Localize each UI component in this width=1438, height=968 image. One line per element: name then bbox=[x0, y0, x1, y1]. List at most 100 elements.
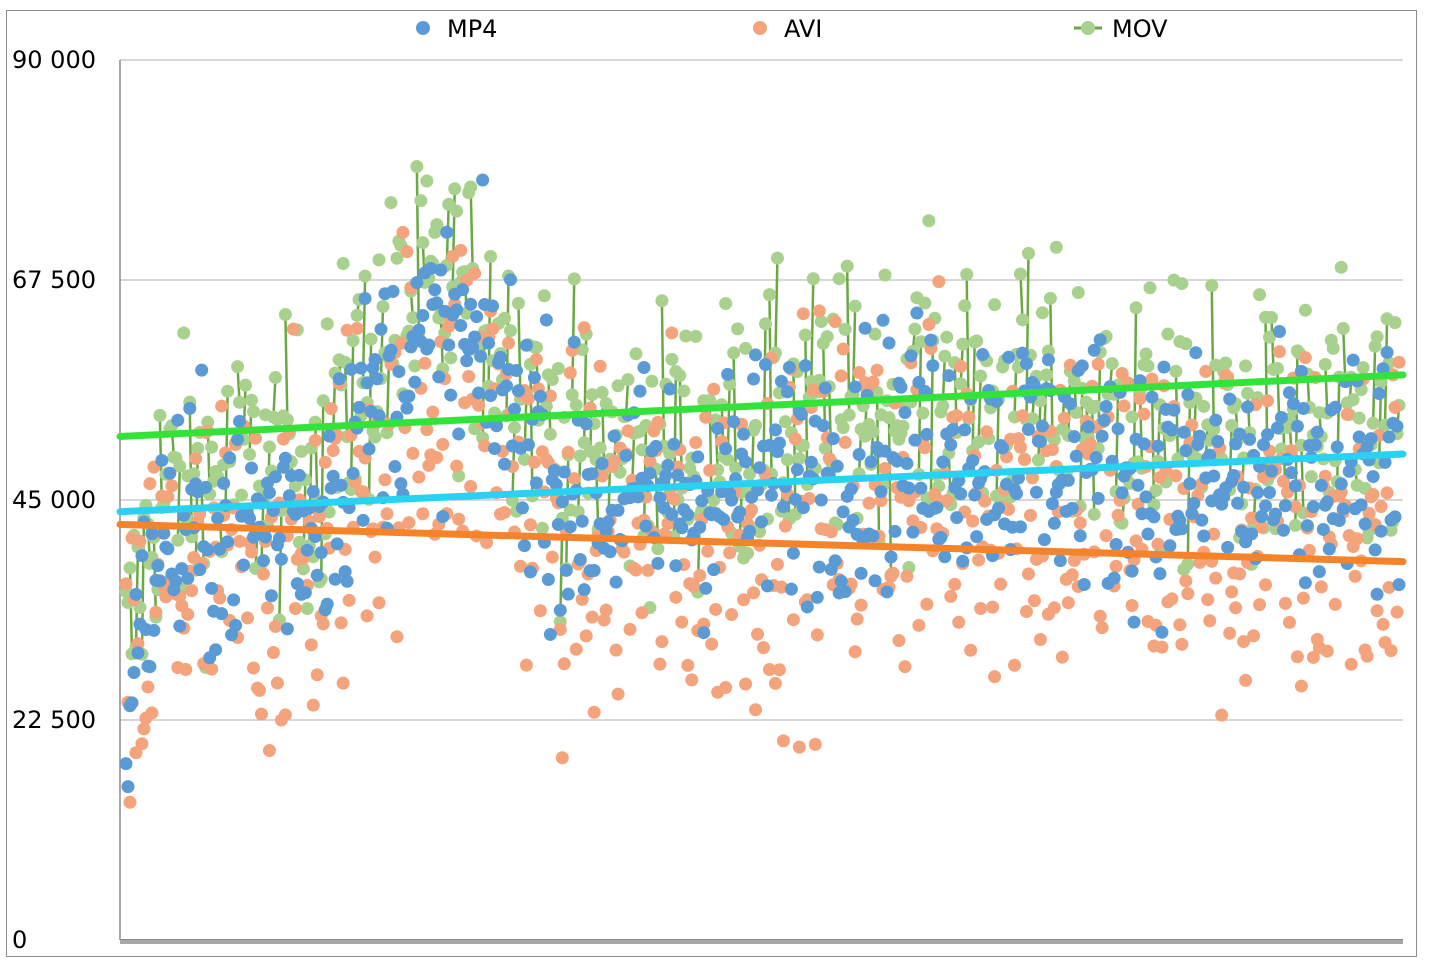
mp4-point bbox=[818, 381, 832, 395]
mp4-point bbox=[292, 468, 306, 482]
avi-point bbox=[1013, 440, 1027, 454]
mp4-point bbox=[739, 455, 753, 469]
avi-point bbox=[1388, 400, 1402, 414]
mp4-point bbox=[1268, 507, 1282, 521]
mp4-point bbox=[1237, 480, 1251, 494]
mov-point bbox=[384, 196, 398, 210]
avi-point bbox=[245, 545, 259, 559]
avi-point bbox=[1201, 593, 1215, 607]
avi-point bbox=[1175, 637, 1189, 651]
mov-point bbox=[543, 427, 557, 441]
mp4-point bbox=[659, 468, 673, 482]
mov-connector bbox=[1019, 273, 1024, 320]
mp4-point bbox=[814, 493, 828, 507]
mov-point bbox=[1175, 277, 1189, 291]
mp4-point bbox=[1382, 430, 1396, 444]
avi-point bbox=[725, 608, 739, 622]
mp4-point bbox=[888, 524, 902, 538]
mp4-point bbox=[1251, 486, 1265, 500]
mp4-point bbox=[372, 409, 386, 423]
mov-connector bbox=[1270, 317, 1275, 370]
mov-connector bbox=[1324, 364, 1329, 414]
avi-point bbox=[778, 519, 792, 533]
mp4-point bbox=[956, 554, 970, 568]
avi-point bbox=[978, 494, 992, 508]
mp4-point bbox=[782, 360, 796, 374]
mov-point bbox=[922, 214, 936, 228]
mp4-point bbox=[936, 455, 950, 469]
mp4-point bbox=[1177, 425, 1191, 439]
avi-point bbox=[585, 610, 599, 624]
mp4-point bbox=[1139, 490, 1153, 504]
mov-point bbox=[1021, 246, 1035, 260]
mov-point bbox=[153, 408, 167, 422]
mp4-point bbox=[749, 348, 763, 362]
mp4-point bbox=[958, 423, 972, 437]
avi-point bbox=[870, 363, 884, 377]
avi-point bbox=[940, 494, 954, 508]
mp4-point bbox=[1322, 542, 1336, 556]
mov-connector bbox=[1210, 285, 1215, 430]
mp4-point bbox=[533, 389, 547, 403]
mov-point bbox=[503, 324, 517, 338]
mp4-point bbox=[1167, 403, 1181, 417]
avi-point bbox=[1290, 650, 1304, 664]
avi-point bbox=[1109, 559, 1123, 573]
mp4-point bbox=[466, 340, 480, 354]
mov-point bbox=[569, 398, 583, 412]
avi-point bbox=[1225, 585, 1239, 599]
mp4-point bbox=[432, 370, 446, 384]
mov-point bbox=[842, 408, 856, 422]
avi-point bbox=[1165, 592, 1179, 606]
mov-point bbox=[1356, 361, 1370, 375]
mp4-point bbox=[1087, 343, 1101, 357]
mov-point bbox=[1181, 557, 1195, 571]
mp4-point bbox=[1211, 434, 1225, 448]
avi-point bbox=[852, 366, 866, 380]
mp4-point bbox=[1002, 350, 1016, 364]
mov-point bbox=[1169, 364, 1183, 378]
mov-point bbox=[721, 453, 735, 467]
avi-point bbox=[372, 596, 386, 610]
avi-point bbox=[1302, 543, 1316, 557]
mp4-point bbox=[1155, 625, 1169, 639]
mp4-point bbox=[274, 552, 288, 566]
mp4-point bbox=[1300, 519, 1314, 533]
mp4-point bbox=[1223, 392, 1237, 406]
avi-point bbox=[286, 322, 300, 336]
avi-point bbox=[593, 359, 607, 373]
mp4-point bbox=[1111, 422, 1125, 436]
mov-point bbox=[171, 533, 185, 547]
mp4-point bbox=[681, 508, 695, 522]
mp4-point bbox=[262, 486, 276, 500]
mp4-point bbox=[1255, 510, 1269, 524]
mp4-point bbox=[904, 349, 918, 363]
avi-point bbox=[1370, 604, 1384, 618]
mp4-point bbox=[494, 350, 508, 364]
mov-point bbox=[729, 461, 743, 475]
avi-point bbox=[1073, 516, 1087, 530]
mov-point bbox=[364, 332, 378, 346]
mp4-point bbox=[772, 436, 786, 450]
mp4-point bbox=[470, 310, 484, 324]
mov-point bbox=[444, 351, 458, 365]
avi-point bbox=[641, 563, 655, 577]
mp4-point bbox=[163, 466, 177, 480]
avi-point bbox=[416, 507, 430, 521]
mp4-point bbox=[924, 333, 938, 347]
avi-point bbox=[1045, 443, 1059, 457]
avi-point bbox=[669, 590, 683, 604]
mov-connector bbox=[379, 306, 385, 379]
avi-point bbox=[1057, 411, 1071, 425]
avi-point bbox=[1199, 364, 1213, 378]
avi-point bbox=[796, 307, 810, 321]
mp4-point bbox=[523, 565, 537, 579]
avi-point bbox=[1366, 487, 1380, 501]
avi-point bbox=[205, 662, 219, 676]
mp4-point bbox=[169, 574, 183, 588]
mp4-point bbox=[1073, 529, 1087, 543]
mp4-point bbox=[1125, 564, 1139, 578]
mov-connector bbox=[1371, 346, 1377, 424]
mp4-point bbox=[328, 572, 342, 586]
avi-point bbox=[1215, 708, 1229, 722]
